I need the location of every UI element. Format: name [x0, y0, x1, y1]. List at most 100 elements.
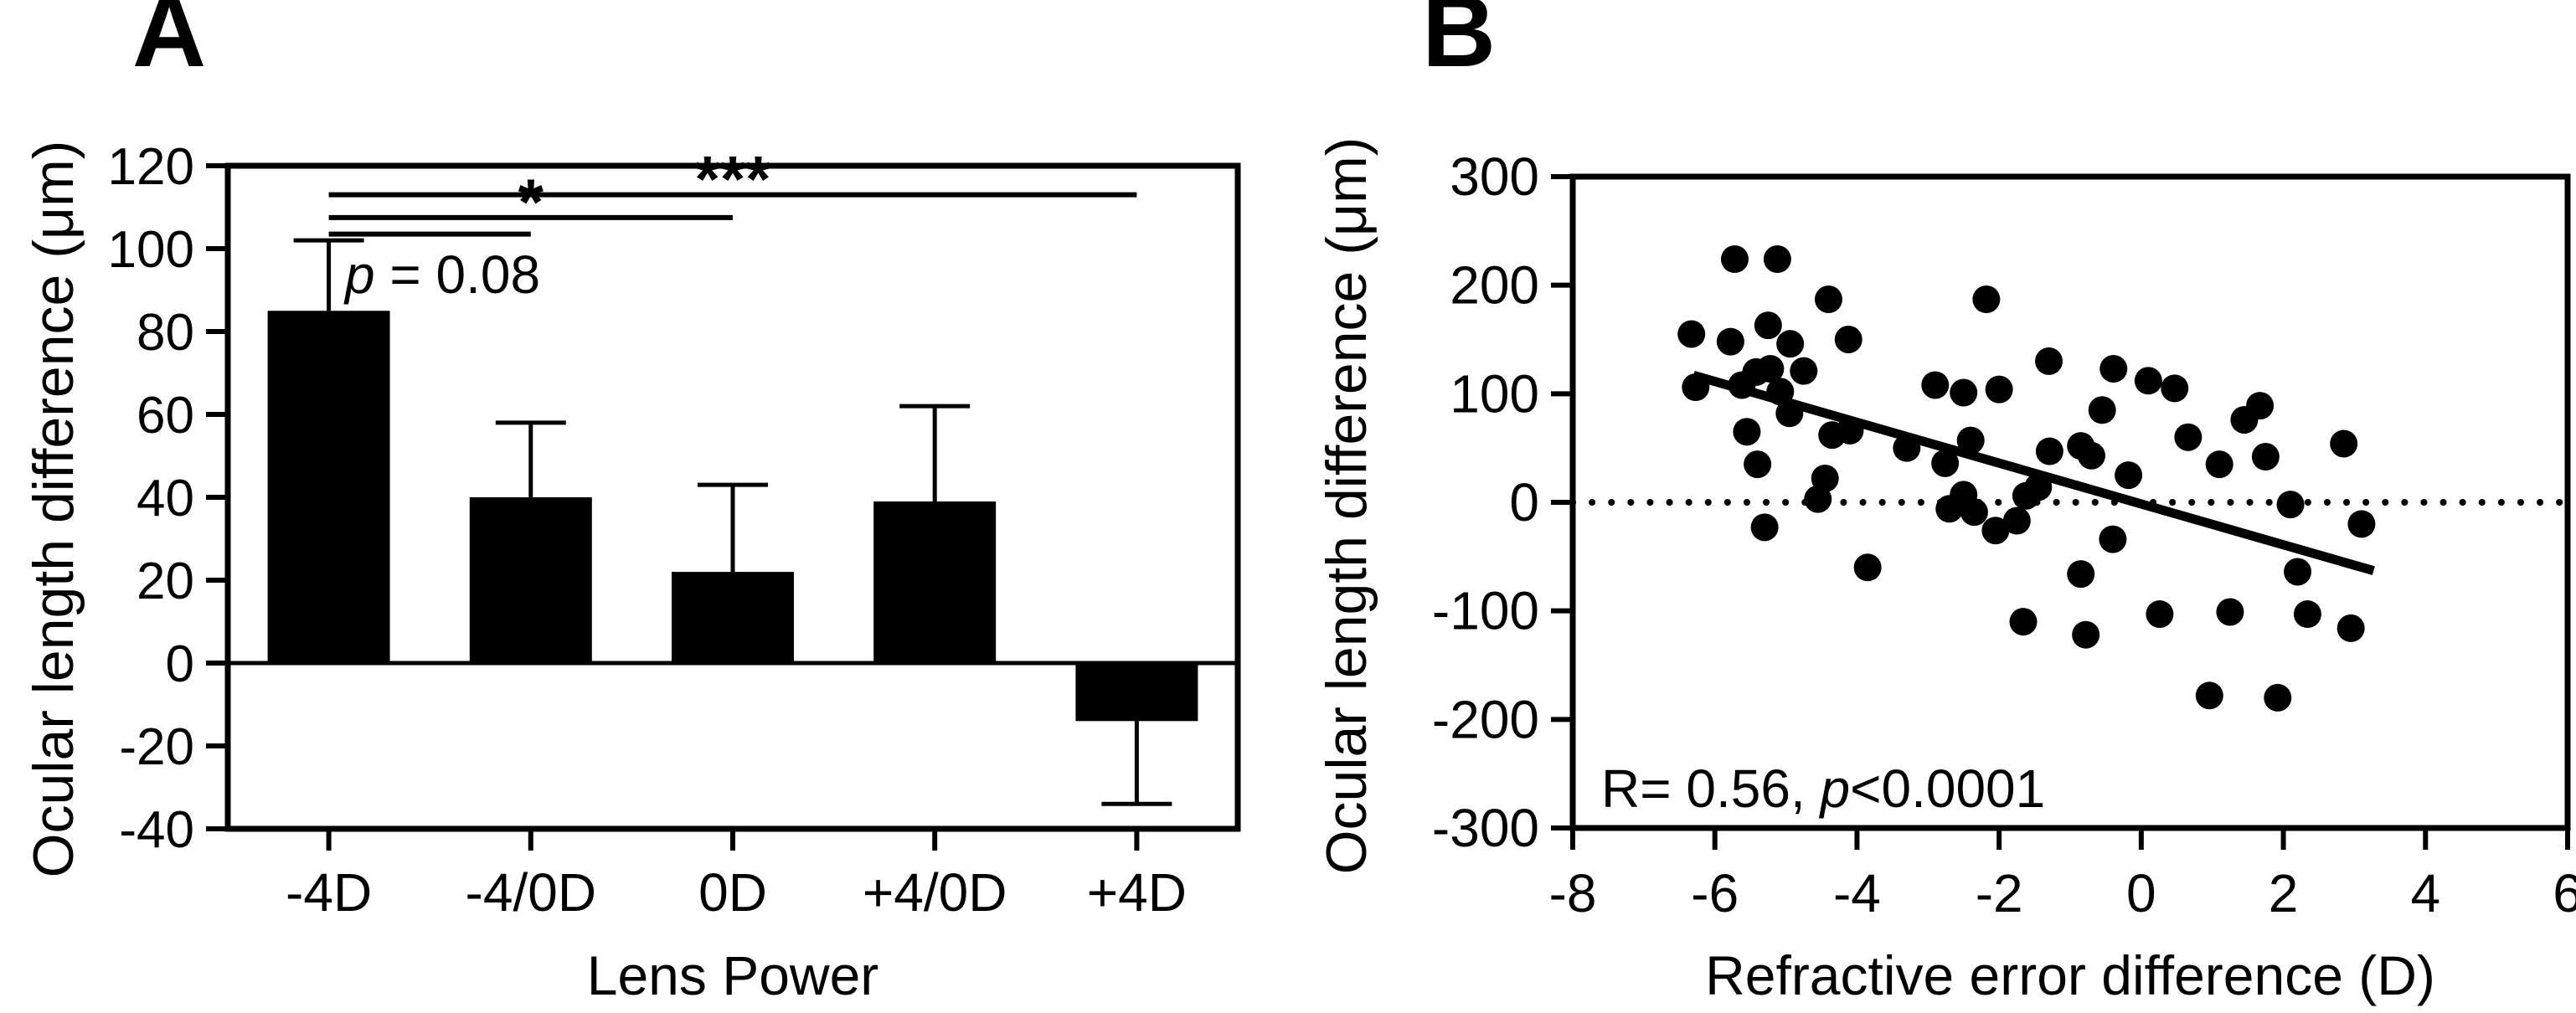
bar	[873, 501, 997, 663]
x-tick-label: -8	[1549, 863, 1597, 923]
y-tick-label: 0	[166, 635, 194, 693]
panel-b-y-axis-title: Ocular length difference (μm)	[1315, 136, 1378, 875]
y-tick-label: 80	[137, 304, 194, 362]
y-tick-label: 100	[108, 221, 194, 279]
scatter-point	[1960, 498, 1988, 527]
scatter-point	[1750, 513, 1779, 542]
scatter-point	[2161, 374, 2189, 403]
scatter-point	[2088, 396, 2116, 424]
x-tick-label: -2	[1976, 863, 2023, 923]
scatter-point	[2347, 510, 2376, 538]
scatter-point	[1754, 311, 1782, 340]
scatter-point	[2246, 392, 2275, 420]
panel-b-letter: B	[1422, 0, 1497, 88]
scatter-point	[2336, 614, 2365, 642]
x-tick-label: -4	[1833, 863, 1881, 923]
y-tick-label: 300	[1450, 147, 1539, 207]
x-tick-label: 6	[2553, 863, 2576, 923]
scatter-point	[1853, 553, 1882, 582]
y-tick-label: 120	[108, 138, 194, 196]
bar	[267, 311, 390, 663]
x-tick-label: 2	[2269, 863, 2299, 923]
scatter-point	[2072, 620, 2100, 649]
y-tick-label: 200	[1450, 255, 1539, 316]
scatter-point	[2067, 560, 2095, 589]
significance-stars: *	[518, 165, 544, 239]
scatter-point	[1677, 320, 1706, 348]
scatter-point	[2264, 683, 2292, 712]
panel-b-chart: 300 200 100 0 -100 -200 -300-8 -6 -4 -2 0 2 4 6	[1432, 147, 2576, 923]
scatter-point	[1814, 285, 1842, 314]
x-tick-label: +4/0D	[863, 862, 1007, 923]
panel-b-p-value: <0.0001	[1850, 758, 2046, 819]
scatter-point	[1811, 464, 1839, 492]
scatter-point	[2134, 367, 2162, 395]
scatter-point	[2115, 461, 2143, 490]
y-tick-label: 40	[137, 470, 194, 527]
scatter-point	[1744, 450, 1772, 479]
scatter-point	[2216, 598, 2244, 626]
panel-a-letter: A	[132, 0, 207, 88]
plot-frame	[1569, 173, 2571, 831]
scatter-point	[2009, 608, 2038, 636]
scatter-point	[1716, 327, 1744, 356]
panel-a-p-value-annotation: p = 0.08	[345, 248, 540, 301]
scatter-point	[1763, 245, 1791, 274]
scatter-point	[1985, 375, 2013, 404]
scatter-point	[2035, 437, 2063, 465]
panel-a-chart: 120 100 80 60 40 20 0 -20 -40 -4D -4/0D 0D +4/0D +4D *…	[108, 138, 1241, 923]
x-tick-label: 0	[2126, 863, 2156, 923]
panel-a-p-symbol: p	[345, 244, 375, 305]
y-tick-label: 20	[137, 553, 194, 610]
scatter-point	[2330, 429, 2358, 458]
panel-b-p-symbol: p	[1820, 758, 1851, 819]
y-tick-label: -100	[1432, 581, 1539, 641]
bar	[469, 497, 592, 663]
y-tick-label: -200	[1432, 689, 1539, 749]
scatter-point	[2035, 347, 2063, 375]
scatter-point	[1972, 285, 2001, 314]
scatter-point	[1931, 449, 1960, 477]
scatter-point	[1950, 378, 1978, 407]
x-tick-label: 4	[2410, 863, 2440, 923]
panel-b-x-axis-title: Refractive error difference (D)	[1705, 944, 2435, 1006]
bar	[672, 572, 794, 663]
scatter-point	[1733, 418, 1761, 446]
y-tick-label: 60	[137, 387, 194, 445]
scatter-point	[2284, 558, 2312, 586]
scatter-point	[2195, 681, 2223, 710]
significance-stars: ***	[694, 142, 771, 216]
scatter-point	[2205, 450, 2233, 479]
y-tick-label: 100	[1450, 363, 1539, 424]
scatter-point	[1756, 355, 1785, 383]
scatter-point	[1790, 357, 1818, 385]
y-tick-label: -40	[119, 801, 194, 859]
scatter-point	[2099, 355, 2128, 383]
panel-a-p-value: = 0.08	[374, 244, 541, 305]
bar	[1075, 663, 1198, 722]
panel-b-r-value: R= 0.56,	[1601, 758, 1821, 819]
scatter-point	[1776, 330, 1805, 358]
scatter-point	[1720, 245, 1749, 274]
y-tick-label: 0	[1509, 472, 1539, 532]
scatter-point	[1921, 371, 1950, 399]
panel-b-correlation-annotation: R= 0.56, p<0.0001	[1601, 762, 2045, 815]
scatter-point	[2002, 506, 2031, 535]
scatter-point	[2293, 600, 2321, 629]
x-tick-label: +4D	[1087, 862, 1187, 923]
y-tick-label: -20	[119, 718, 194, 776]
y-tick-label: -300	[1432, 798, 1539, 858]
scatter-point	[2276, 491, 2305, 519]
scatter-point	[2099, 525, 2127, 553]
regression-line	[1692, 371, 2375, 575]
scatter-point	[2251, 443, 2280, 471]
x-tick-label: 0D	[698, 862, 767, 923]
scatter-point	[1956, 426, 1985, 455]
scatter-point	[2174, 423, 2202, 451]
x-tick-label: -6	[1691, 863, 1739, 923]
scatter-point	[2146, 600, 2174, 629]
panel-a-y-axis-title: Ocular length difference (μm)	[22, 140, 85, 878]
x-tick-label: -4D	[286, 862, 372, 923]
scatter-point	[2077, 441, 2105, 470]
